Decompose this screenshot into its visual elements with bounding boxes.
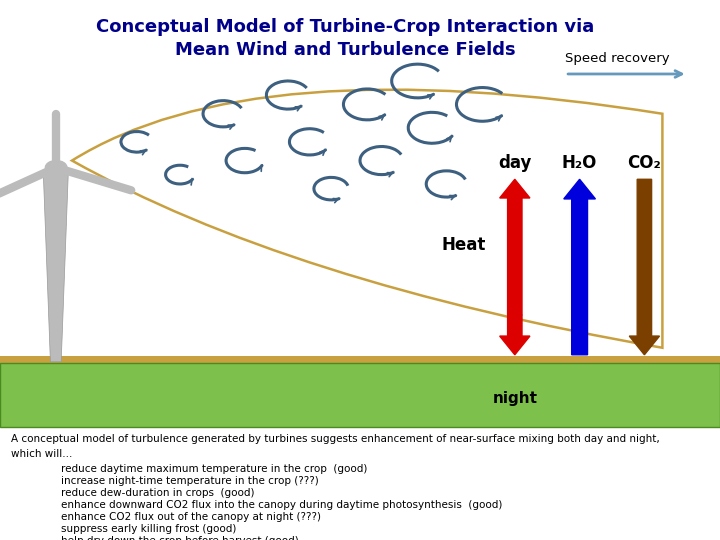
Text: enhance downward CO2 flux into the canopy during daytime photosynthesis  (good): enhance downward CO2 flux into the canop… xyxy=(60,500,502,510)
Text: day: day xyxy=(498,154,531,172)
FancyArrow shape xyxy=(500,315,530,355)
Text: CO₂: CO₂ xyxy=(628,154,661,172)
Text: Speed recovery: Speed recovery xyxy=(565,52,670,65)
Text: night: night xyxy=(492,391,537,406)
FancyArrow shape xyxy=(564,179,595,355)
Polygon shape xyxy=(43,170,68,362)
PathPatch shape xyxy=(72,90,662,348)
Text: suppress early killing frost (good): suppress early killing frost (good) xyxy=(60,524,236,535)
Text: A conceptual model of turbulence generated by turbines suggests enhancement of n: A conceptual model of turbulence generat… xyxy=(11,434,660,444)
Text: Mean Wind and Turbulence Fields: Mean Wind and Turbulence Fields xyxy=(175,41,516,59)
Text: reduce dew-duration in crops  (good): reduce dew-duration in crops (good) xyxy=(60,488,254,498)
Text: enhance CO2 flux out of the canopy at night (???): enhance CO2 flux out of the canopy at ni… xyxy=(60,512,320,522)
FancyArrow shape xyxy=(500,179,530,315)
Text: Heat: Heat xyxy=(441,236,486,254)
Bar xyxy=(0,356,720,364)
Bar xyxy=(0,363,720,427)
Text: which will...: which will... xyxy=(11,449,72,460)
FancyArrow shape xyxy=(629,179,660,355)
Text: increase night-time temperature in the crop (???): increase night-time temperature in the c… xyxy=(60,476,318,486)
Text: help dry down the crop before harvest (good): help dry down the crop before harvest (g… xyxy=(60,536,298,540)
Circle shape xyxy=(45,160,67,174)
Text: reduce daytime maximum temperature in the crop  (good): reduce daytime maximum temperature in th… xyxy=(60,464,367,474)
Text: Conceptual Model of Turbine-Crop Interaction via: Conceptual Model of Turbine-Crop Interac… xyxy=(96,18,595,36)
Text: H₂O: H₂O xyxy=(562,154,598,172)
